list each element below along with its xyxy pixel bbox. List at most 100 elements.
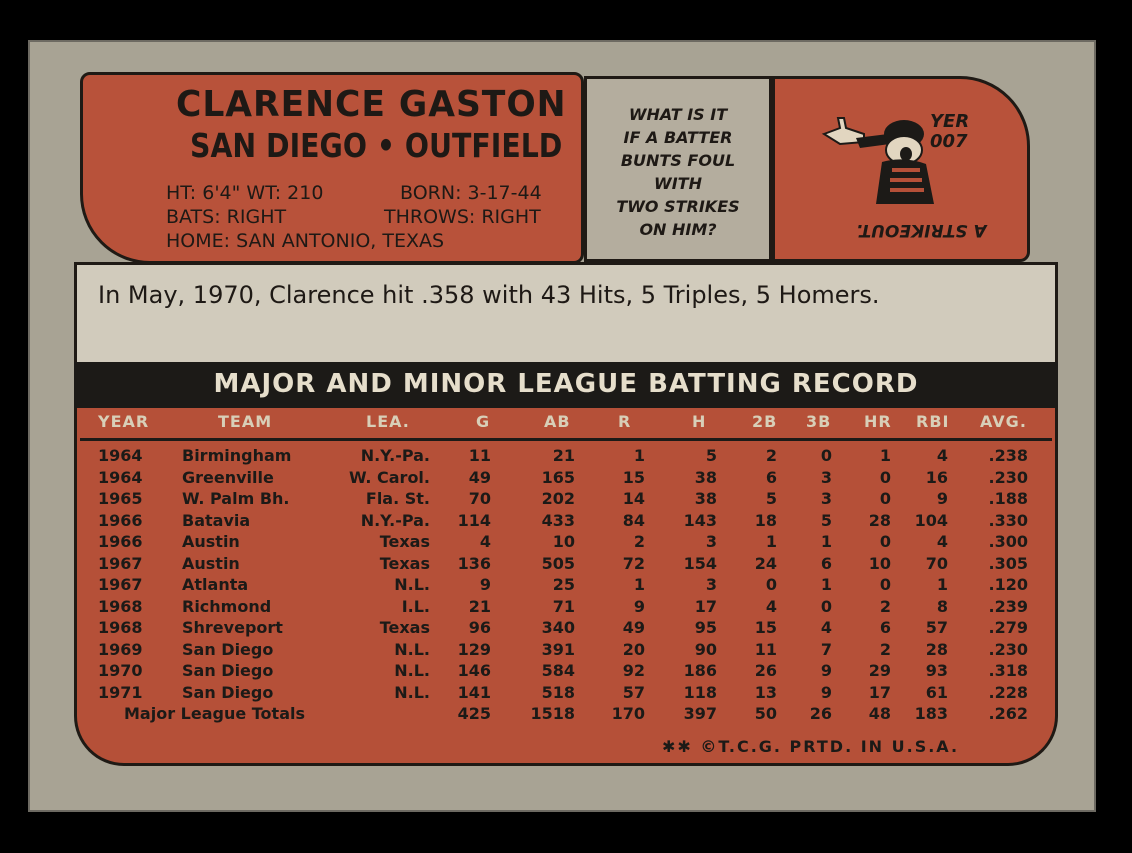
total-triples: 26 bbox=[809, 704, 832, 723]
throws: THROWS: RIGHT bbox=[384, 206, 541, 228]
stat-rbi: 9 bbox=[936, 489, 948, 508]
header-rbi: RBI bbox=[916, 412, 950, 431]
stat-games: 136 bbox=[457, 553, 491, 573]
umpire-cartoon-icon bbox=[821, 117, 934, 204]
stat-average: .238 bbox=[988, 446, 1028, 465]
total-runs: 170 bbox=[611, 704, 645, 723]
stat-year: 1969 bbox=[98, 639, 143, 659]
stat-triples: 9 bbox=[820, 661, 832, 680]
stat-doubles: 18 bbox=[754, 510, 777, 530]
bio-text: In May, 1970, Clarence hit .358 with 43 … bbox=[98, 281, 880, 309]
birth-date: BORN: 3-17-44 bbox=[400, 182, 542, 204]
header-runs: R bbox=[618, 412, 632, 431]
stat-runs: 2 bbox=[633, 532, 645, 551]
stat-games: 70 bbox=[468, 489, 491, 508]
stat-hits: 118 bbox=[683, 682, 717, 702]
stat-doubles: 6 bbox=[765, 467, 777, 487]
stat-year: 1964 bbox=[98, 446, 143, 465]
stat-runs: 1 bbox=[633, 446, 645, 465]
stat-average: .300 bbox=[988, 532, 1028, 551]
stat-team: Austin bbox=[182, 553, 240, 573]
height-weight: HT: 6'4" WT: 210 bbox=[166, 182, 324, 204]
stat-team: Atlanta bbox=[182, 575, 249, 594]
stat-runs: 20 bbox=[622, 639, 645, 659]
stat-team: Austin bbox=[182, 532, 240, 551]
stat-team: Richmond bbox=[182, 596, 272, 616]
record-title-bar: MAJOR AND MINOR LEAGUE BATTING RECORD bbox=[74, 362, 1058, 408]
stat-rbi: 104 bbox=[914, 510, 948, 530]
stat-league: Texas bbox=[379, 532, 430, 551]
cartoon-speech: YER 007 bbox=[930, 111, 970, 152]
stat-at-bats: 340 bbox=[541, 618, 575, 637]
stat-team: Batavia bbox=[182, 510, 251, 530]
stat-doubles: 4 bbox=[765, 596, 777, 616]
stat-year: 1967 bbox=[98, 575, 143, 594]
stat-home-runs: 17 bbox=[868, 682, 891, 702]
stat-rbi: 4 bbox=[936, 446, 948, 465]
stat-league: I.L. bbox=[401, 596, 430, 616]
stat-games: 129 bbox=[457, 639, 491, 659]
stat-at-bats: 21 bbox=[552, 446, 575, 465]
stat-average: .230 bbox=[988, 467, 1028, 487]
stat-triples: 5 bbox=[820, 510, 832, 530]
stat-triples: 7 bbox=[820, 639, 832, 659]
bio-panel bbox=[74, 262, 1058, 362]
stat-triples: 4 bbox=[820, 618, 832, 637]
stat-at-bats: 71 bbox=[552, 596, 575, 616]
stat-team: Greenville bbox=[182, 467, 274, 487]
stat-hits: 95 bbox=[694, 618, 717, 637]
stat-hits: 3 bbox=[705, 532, 717, 551]
stat-home-runs: 6 bbox=[879, 618, 891, 637]
stat-hits: 154 bbox=[683, 553, 717, 573]
stat-average: .188 bbox=[988, 489, 1028, 508]
stat-at-bats: 505 bbox=[541, 553, 575, 573]
totals-label: Major League Totals bbox=[124, 704, 305, 723]
stat-home-runs: 2 bbox=[879, 639, 891, 659]
stat-runs: 92 bbox=[622, 661, 645, 680]
stat-year: 1967 bbox=[98, 553, 143, 573]
stat-league: Texas bbox=[379, 618, 430, 637]
stat-team: San Diego bbox=[182, 639, 274, 659]
stat-home-runs: 0 bbox=[879, 467, 891, 487]
stat-games: 11 bbox=[468, 446, 491, 465]
stat-league: N.Y.-Pa. bbox=[360, 510, 430, 530]
stat-team: San Diego bbox=[182, 661, 274, 680]
header-home-runs: HR bbox=[864, 412, 892, 431]
stat-triples: 3 bbox=[820, 467, 832, 487]
total-average: .262 bbox=[988, 704, 1028, 723]
stat-at-bats: 518 bbox=[541, 682, 575, 702]
header-triples: 3B bbox=[806, 412, 832, 431]
total-home-runs: 48 bbox=[868, 704, 891, 723]
stat-triples: 9 bbox=[820, 682, 832, 702]
stat-home-runs: 0 bbox=[879, 532, 891, 551]
stat-league: N.L. bbox=[394, 682, 430, 702]
stat-runs: 1 bbox=[633, 575, 645, 594]
stat-average: .228 bbox=[988, 682, 1028, 702]
stat-rbi: 70 bbox=[925, 553, 948, 573]
total-rbi: 183 bbox=[914, 704, 948, 723]
total-doubles: 50 bbox=[754, 704, 777, 723]
stat-league: Fla. St. bbox=[365, 489, 430, 508]
stat-runs: 84 bbox=[622, 510, 645, 530]
stat-year: 1968 bbox=[98, 596, 143, 616]
stat-league: W. Carol. bbox=[349, 467, 430, 487]
total-games: 425 bbox=[457, 704, 491, 723]
cartoon-question-panel: WHAT IS IT IF A BATTER BUNTS FOUL WITH T… bbox=[584, 76, 772, 262]
header-year: YEAR bbox=[98, 412, 150, 431]
stat-runs: 72 bbox=[622, 553, 645, 573]
stat-home-runs: 2 bbox=[879, 596, 891, 616]
cartoon-answer: A STRIKEOUT. bbox=[856, 220, 987, 240]
stat-rbi: 8 bbox=[936, 596, 948, 616]
stat-at-bats: 391 bbox=[541, 639, 575, 659]
stat-year: 1970 bbox=[98, 661, 143, 680]
stat-at-bats: 584 bbox=[541, 661, 575, 680]
stat-hits: 5 bbox=[705, 446, 717, 465]
stat-rbi: 93 bbox=[925, 661, 948, 680]
stat-doubles: 13 bbox=[754, 682, 777, 702]
hometown: HOME: SAN ANTONIO, TEXAS bbox=[166, 230, 445, 252]
stat-doubles: 24 bbox=[754, 553, 777, 573]
stat-year: 1968 bbox=[98, 618, 143, 637]
header-doubles: 2B bbox=[752, 412, 778, 431]
stat-team: Shreveport bbox=[182, 618, 283, 637]
stat-league: N.Y.-Pa. bbox=[360, 446, 430, 465]
